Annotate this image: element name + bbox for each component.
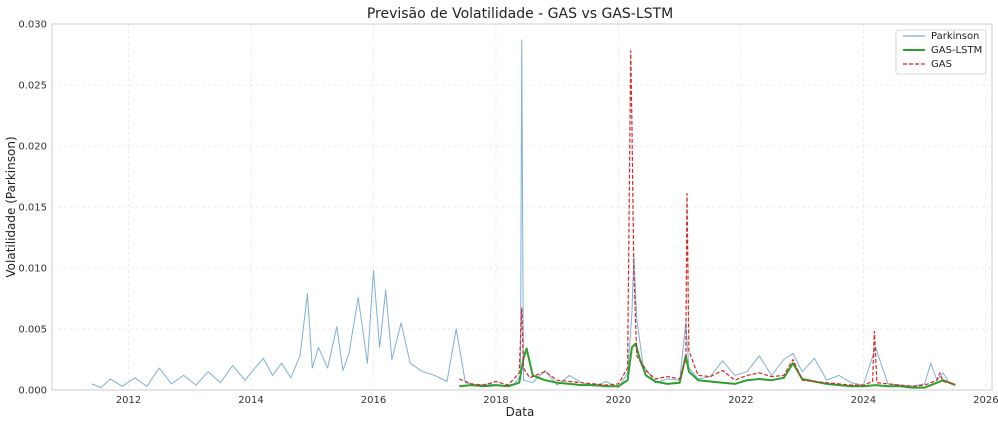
series-line-gas-lstm	[459, 342, 956, 389]
series-line-gas	[458, 50, 956, 387]
x-tick-label: 2012	[116, 395, 141, 406]
x-tick-label: 2024	[851, 395, 876, 406]
legend-parkinson-label: Parkinson	[931, 31, 979, 42]
x-tick-label: 2014	[238, 395, 263, 406]
x-tick-label: 2020	[606, 395, 631, 406]
x-tick-label: 2026	[973, 395, 998, 406]
y-tick-label: 0.030	[18, 20, 47, 31]
y-tick-label: 0.020	[18, 142, 47, 153]
x-tick-label: 2018	[483, 395, 508, 406]
tick-labels: 2012 2014 2016 2018 2020 2022 2024 2026 0.000 0.0…	[18, 20, 998, 407]
plot-frame	[51, 23, 993, 391]
x-tick-label: 2022	[728, 395, 753, 406]
y-axis-label: Volatilidade (Parkinson)	[4, 136, 18, 277]
y-tick-label: 0.000	[18, 386, 47, 397]
series-line-parkinson	[91, 39, 956, 389]
legend-box	[895, 29, 987, 75]
legend-gas-lstm-label: GAS-LSTM	[931, 45, 982, 56]
chart-title: Previsão de Volatilidade - GAS vs GAS-LS…	[367, 6, 673, 22]
y-tick-label: 0.010	[18, 264, 47, 275]
y-tick-label: 0.015	[18, 203, 47, 214]
x-tick-label: 2016	[361, 395, 386, 406]
y-tick-label: 0.005	[18, 325, 47, 336]
y-tick-label: 0.025	[18, 81, 47, 92]
series-lines	[91, 39, 956, 389]
chart-legend: Parkinson GAS-LSTM GAS	[895, 29, 987, 75]
x-axis-label: Data	[506, 405, 535, 419]
legend-gas-label: GAS	[931, 59, 952, 70]
